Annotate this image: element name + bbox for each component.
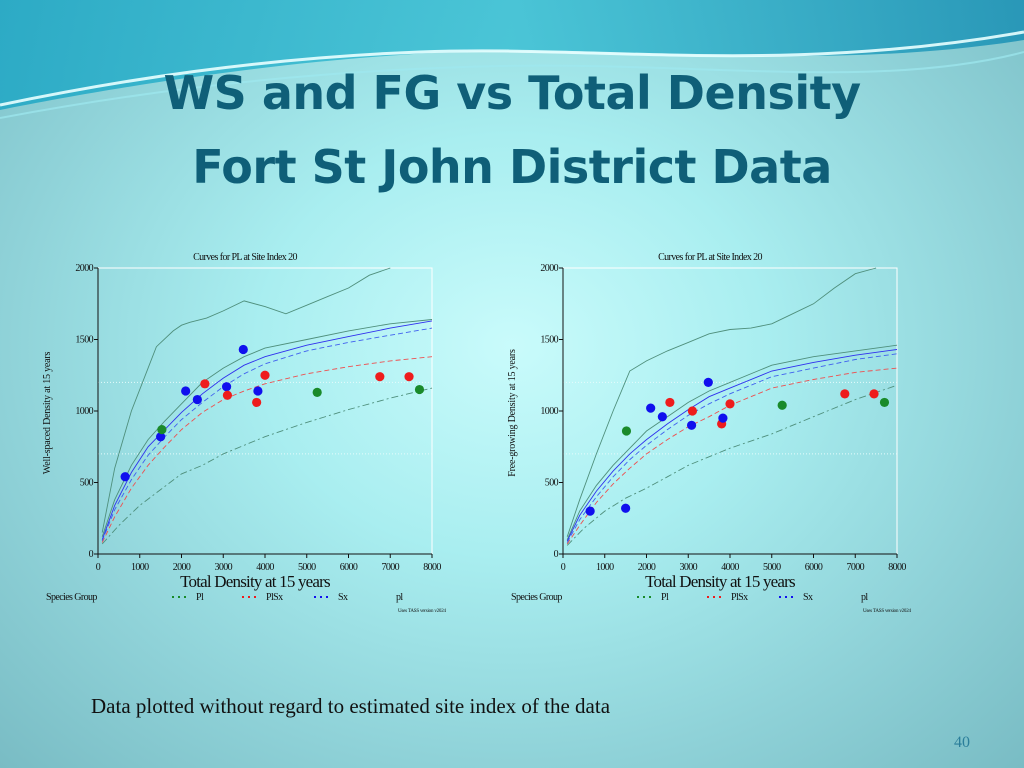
curve-line (101, 387, 433, 545)
x-tick-label: 0 (96, 562, 101, 573)
y-tick-label: 0 (554, 549, 559, 560)
legend-label: pl (861, 592, 868, 603)
curve-line (566, 353, 898, 543)
chart-title: Curves for PL at Site Index 20 (193, 252, 297, 263)
x-tick-label: 2000 (173, 562, 191, 573)
curve-line (566, 349, 898, 542)
curve-line (101, 267, 391, 533)
x-tick-label: 4000 (721, 562, 739, 573)
y-tick-label: 0 (89, 549, 94, 560)
curve-line (566, 344, 898, 540)
x-tick-label: 7000 (846, 562, 864, 573)
slide-title-line-1: WS and FG vs Total Density (163, 66, 861, 120)
chart-svg: 0 1000 2000 3000 4000 5000 6000 7000 8000 0 500 100… (507, 252, 912, 614)
data-point-plsx (222, 390, 233, 400)
header-swoosh-decoration (0, 0, 1024, 119)
x-tick-label: 7000 (381, 562, 399, 573)
data-point-sx (192, 394, 202, 405)
data-point-plsx (869, 389, 879, 399)
data-point-plsx (687, 406, 698, 416)
x-tick-label: 6000 (805, 562, 823, 573)
curve-line (101, 327, 433, 542)
data-point-pl (414, 384, 425, 395)
y-tick-label: 1500 (540, 335, 558, 346)
legend-label: Sx (338, 592, 348, 603)
curve-line (101, 319, 433, 537)
data-point-sx (646, 403, 656, 413)
data-point-plsx (260, 370, 270, 380)
data-point-pl (879, 397, 890, 408)
chart-well-spaced-density: 0 1000 2000 3000 4000 5000 6000 7000 8000 0 500 100… (40, 246, 500, 616)
data-point-sx (120, 472, 130, 482)
chart-svg: 0 1000 2000 3000 4000 5000 6000 7000 8000 0 500 100… (42, 252, 447, 614)
chart-footnote: Uses TASS version v2024 (863, 609, 912, 614)
curve-line (101, 356, 433, 543)
legend-label: PlSx (731, 592, 748, 603)
legend-label: pl (396, 592, 403, 603)
curve-line (101, 320, 433, 540)
data-point-sx (156, 432, 166, 442)
slide-title-line-2: Fort St John District Data (192, 140, 832, 194)
y-tick-label: 2000 (75, 263, 93, 274)
x-tick-label: 3000 (214, 562, 232, 573)
y-tick-label: 500 (80, 478, 94, 489)
legend-label: Pl (196, 592, 204, 603)
data-point-sx (253, 386, 263, 396)
legend-label: Pl (661, 592, 669, 603)
data-point-sx (718, 413, 728, 423)
data-point-sx (238, 344, 248, 355)
data-point-pl (157, 424, 167, 435)
data-point-plsx (200, 379, 210, 389)
y-tick-label: 1000 (540, 406, 558, 417)
data-point-plsx (252, 397, 262, 408)
curve-line (566, 267, 877, 537)
data-point-sx (621, 503, 631, 513)
x-tick-label: 1000 (131, 562, 149, 573)
slide-caption: Data plotted without regard to estimated… (91, 694, 611, 718)
data-point-plsx (375, 372, 385, 382)
legend-title: Species Group (511, 592, 562, 603)
data-point-plsx (725, 399, 735, 409)
y-axis-label: Free-growing Density at 15 years (507, 349, 518, 477)
chart-free-growing-density: 0 1000 2000 3000 4000 5000 6000 7000 8000 0 500 100… (505, 246, 965, 616)
y-tick-label: 500 (545, 478, 559, 489)
data-point-sx (181, 386, 191, 396)
y-axis-label: Well-spaced Density at 15 years (42, 352, 53, 475)
y-tick-label: 1500 (75, 335, 93, 346)
x-tick-label: 8000 (888, 562, 906, 573)
x-tick-label: 0 (561, 562, 566, 573)
x-axis-label: Total Density at 15 years (645, 572, 795, 591)
x-tick-label: 5000 (763, 562, 781, 573)
x-tick-label: 2000 (638, 562, 656, 573)
data-point-plsx (840, 389, 850, 399)
data-point-sx (703, 377, 713, 387)
legend-title: Species Group (46, 592, 97, 603)
curve-line (566, 384, 898, 546)
y-tick-label: 1000 (75, 406, 93, 417)
data-point-pl (621, 426, 632, 436)
data-point-sx (585, 506, 595, 516)
curve-line (566, 367, 898, 545)
x-tick-label: 1000 (596, 562, 614, 573)
data-point-plsx (665, 397, 675, 408)
plot-area-frame (97, 267, 433, 555)
legend-label: Sx (803, 592, 813, 603)
y-tick-label: 2000 (540, 263, 558, 274)
data-point-pl (312, 387, 322, 398)
data-point-sx (686, 420, 697, 430)
x-tick-label: 3000 (679, 562, 697, 573)
legend-label: PlSx (266, 592, 283, 603)
chart-footnote: Uses TASS version v2024 (398, 609, 447, 614)
x-tick-label: 4000 (256, 562, 274, 573)
data-point-sx (657, 412, 667, 422)
x-tick-label: 8000 (423, 562, 441, 573)
data-point-plsx (404, 372, 414, 382)
x-tick-label: 6000 (340, 562, 358, 573)
page-number: 40 (954, 734, 970, 751)
data-point-sx (221, 382, 232, 392)
chart-title: Curves for PL at Site Index 20 (658, 252, 762, 263)
x-tick-label: 5000 (298, 562, 316, 573)
data-point-pl (777, 400, 787, 410)
x-axis-label: Total Density at 15 years (180, 572, 330, 591)
